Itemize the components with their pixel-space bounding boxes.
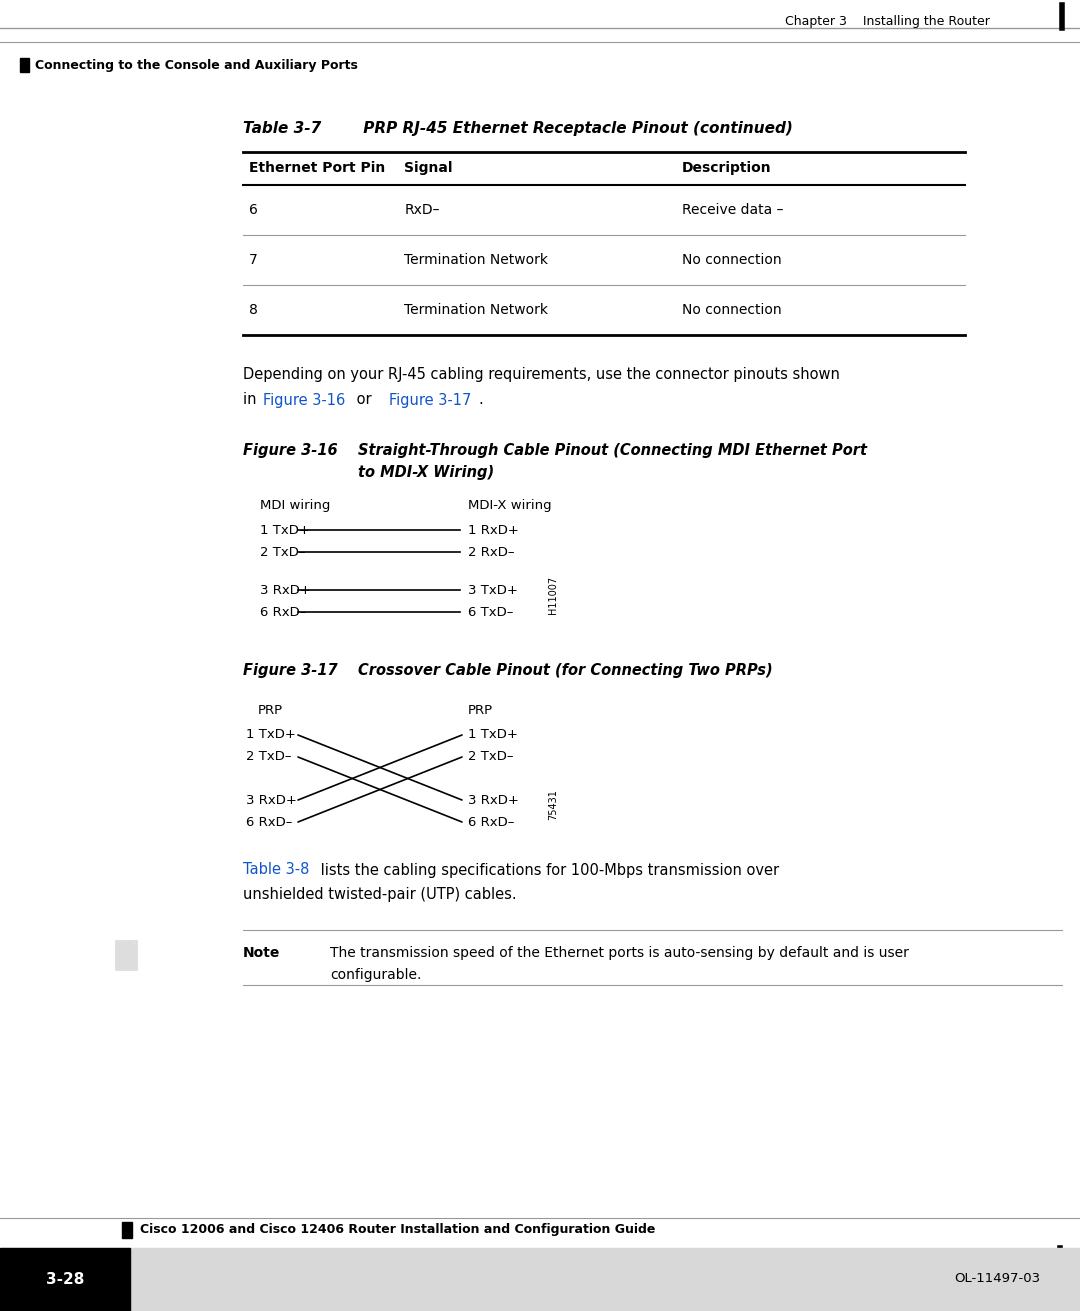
Text: Figure 3-17: Figure 3-17 [389, 392, 471, 408]
Text: 7: 7 [249, 253, 258, 267]
Text: H11007: H11007 [548, 576, 558, 614]
FancyArrowPatch shape [133, 941, 135, 944]
Text: Receive data –: Receive data – [683, 203, 784, 218]
Text: Chapter 3    Installing the Router: Chapter 3 Installing the Router [785, 16, 990, 29]
Text: configurable.: configurable. [330, 968, 421, 982]
Text: MDI-X wiring: MDI-X wiring [468, 498, 552, 511]
Text: .: . [478, 392, 483, 408]
Text: 6 RxD–: 6 RxD– [468, 815, 514, 829]
Text: 3 RxD+: 3 RxD+ [246, 793, 297, 806]
Text: PRP: PRP [258, 704, 283, 717]
Text: Signal: Signal [404, 161, 453, 174]
Bar [0, 1248, 1080, 1311]
Text: or: or [352, 392, 376, 408]
Text: Figure 3-16: Figure 3-16 [264, 392, 346, 408]
Text: MDI wiring: MDI wiring [260, 498, 330, 511]
Bar [114, 940, 137, 970]
Text: Table 3-7        PRP RJ-45 Ethernet Receptacle Pinout (continued): Table 3-7 PRP RJ-45 Ethernet Receptacle … [243, 121, 793, 135]
Text: No connection: No connection [683, 253, 782, 267]
Text: Ethernet Port Pin: Ethernet Port Pin [249, 161, 386, 174]
Text: 6: 6 [249, 203, 258, 218]
Text: Note: Note [243, 947, 281, 960]
Text: 2 TxD–: 2 TxD– [468, 750, 513, 763]
Text: 3 TxD+: 3 TxD+ [468, 583, 518, 597]
Text: Crossover Cable Pinout (for Connecting Two PRPs): Crossover Cable Pinout (for Connecting T… [357, 662, 772, 678]
Text: No connection: No connection [683, 303, 782, 317]
Text: 3-28: 3-28 [45, 1272, 84, 1286]
Text: lists the cabling specifications for 100-Mbps transmission over: lists the cabling specifications for 100… [316, 863, 779, 877]
Text: in: in [243, 392, 261, 408]
Text: 6 RxD–: 6 RxD– [246, 815, 293, 829]
Text: OL-11497-03: OL-11497-03 [954, 1273, 1040, 1286]
Text: Termination Network: Termination Network [404, 303, 549, 317]
Text: 1 TxD+: 1 TxD+ [260, 523, 310, 536]
Bar [0, 1248, 130, 1311]
Text: The transmission speed of the Ethernet ports is auto-sensing by default and is u: The transmission speed of the Ethernet p… [330, 947, 909, 960]
Text: 1 RxD+: 1 RxD+ [468, 523, 518, 536]
Text: 6 RxD–: 6 RxD– [260, 606, 307, 619]
Text: RxD–: RxD– [404, 203, 440, 218]
Text: Termination Network: Termination Network [404, 253, 549, 267]
Text: Cisco 12006 and Cisco 12406 Router Installation and Configuration Guide: Cisco 12006 and Cisco 12406 Router Insta… [140, 1223, 656, 1236]
Text: 1 TxD+: 1 TxD+ [246, 729, 296, 742]
Text: 1 TxD+: 1 TxD+ [468, 729, 518, 742]
Text: 8: 8 [249, 303, 258, 317]
Bar [21, 58, 29, 72]
Text: 2 TxD–: 2 TxD– [260, 545, 306, 558]
Text: 3 RxD+: 3 RxD+ [468, 793, 518, 806]
Text: Straight-Through Cable Pinout (Connecting MDI Ethernet Port: Straight-Through Cable Pinout (Connectin… [357, 443, 867, 458]
Text: unshielded twisted-pair (UTP) cables.: unshielded twisted-pair (UTP) cables. [243, 888, 516, 902]
Text: 2 TxD–: 2 TxD– [246, 750, 292, 763]
Text: to MDI-X Wiring): to MDI-X Wiring) [357, 464, 495, 480]
Text: 3 RxD+: 3 RxD+ [260, 583, 311, 597]
Text: 75431: 75431 [548, 789, 558, 821]
Text: Connecting to the Console and Auxiliary Ports: Connecting to the Console and Auxiliary … [35, 59, 357, 72]
Text: Description: Description [683, 161, 772, 174]
Text: Depending on your RJ-45 cabling requirements, use the connector pinouts shown: Depending on your RJ-45 cabling requirem… [243, 367, 840, 383]
Text: Table 3-8: Table 3-8 [243, 863, 309, 877]
Text: Figure 3-17: Figure 3-17 [243, 662, 338, 678]
Text: 2 RxD–: 2 RxD– [468, 545, 514, 558]
Text: Figure 3-16: Figure 3-16 [243, 443, 338, 458]
Text: PRP: PRP [468, 704, 494, 717]
Text: 6 TxD–: 6 TxD– [468, 606, 513, 619]
Bar [122, 1222, 132, 1238]
